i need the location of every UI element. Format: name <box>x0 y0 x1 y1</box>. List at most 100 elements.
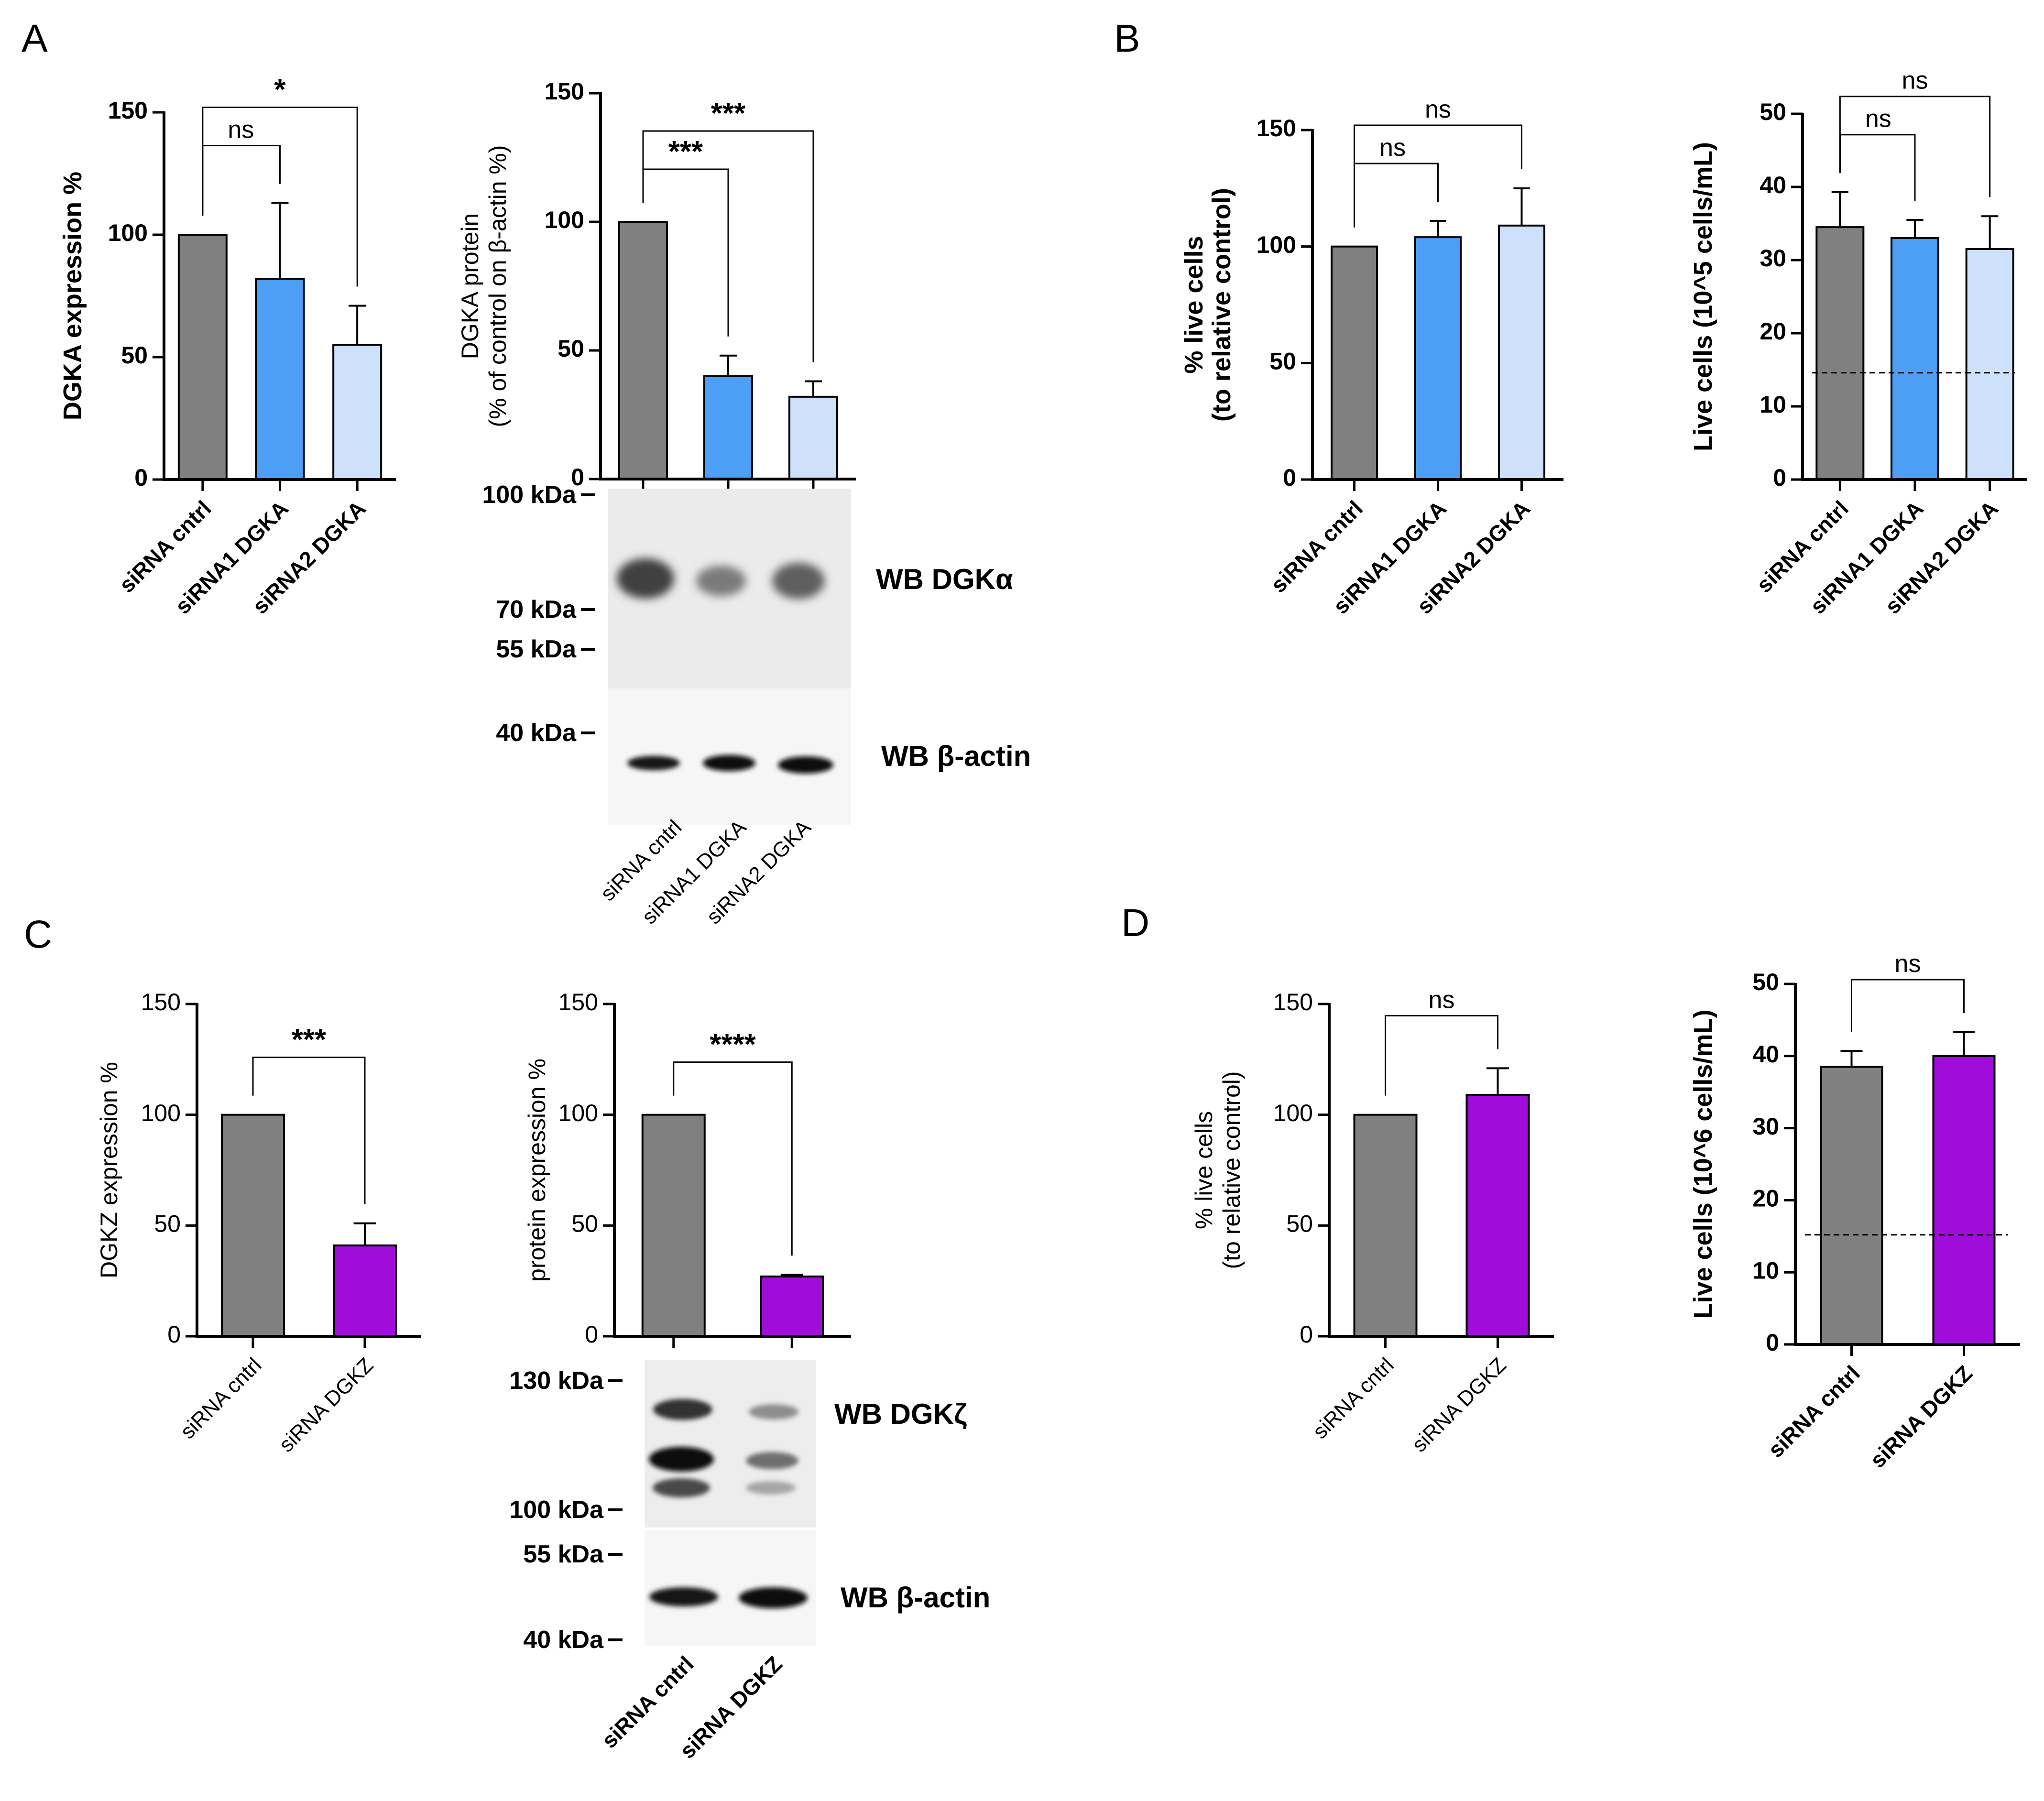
y-tick-label: 100 <box>545 207 584 233</box>
y-axis-label: % live cells(to relative control) <box>1191 1071 1245 1269</box>
y-tick-label: 100 <box>1257 231 1296 258</box>
bar-3 <box>1498 224 1545 481</box>
significance-bracket <box>202 106 358 287</box>
y-tick-label: 50 <box>154 1211 181 1237</box>
blot-c-membrane-actin <box>645 1530 816 1646</box>
bar-2 <box>1414 236 1462 480</box>
y-tick-label: 10 <box>1752 1257 1779 1284</box>
significance-bracket <box>252 1057 366 1204</box>
y-tick-label: 150 <box>1257 115 1296 142</box>
blot-c-membrane-dgkz <box>645 1360 816 1528</box>
bar-1 <box>177 234 228 480</box>
y-axis-label-line: % live cells <box>1191 1111 1217 1229</box>
y-tick-label: 50 <box>557 335 584 362</box>
significance-label: **** <box>710 1028 756 1061</box>
significance-label: ns <box>228 116 254 143</box>
y-tick-label: 0 <box>571 464 584 491</box>
band-dgkz-lower-lane2 <box>746 1481 796 1495</box>
y-tick-label: 100 <box>1273 1100 1313 1126</box>
y-axis-label: protein expression % <box>524 1059 550 1282</box>
y-tick-label: 20 <box>1760 318 1786 345</box>
bar-2 <box>255 278 305 480</box>
panel-label-a: A <box>22 17 48 60</box>
band-actin-a-lane3 <box>778 756 833 774</box>
western-blot-c: 130 kDa 100 kDa 55 kDa 40 kDa WB DGKζ WB… <box>509 1360 990 1763</box>
bar-3 <box>332 344 383 481</box>
y-tick-label: 0 <box>585 1321 598 1348</box>
y-tick-label: 40 <box>1760 172 1786 198</box>
bar-1 <box>641 1113 706 1338</box>
y-tick-label: 50 <box>121 342 148 369</box>
band-dgkz-upper-lane1 <box>653 1399 712 1420</box>
marker-55kda-a: 55 kDa <box>496 635 577 663</box>
y-axis-label: Live cells (10^5 cells/mL) <box>1689 142 1717 451</box>
y-tick-label: 0 <box>1300 1321 1313 1348</box>
y-tick-label: 150 <box>545 78 584 105</box>
marker-100kda-a: 100 kDa <box>482 481 577 509</box>
marker-130kda-c: 130 kDa <box>509 1367 604 1395</box>
y-axis-label-line: DGKA protein <box>457 213 483 360</box>
y-axis-label-line: (to relative control) <box>1218 1071 1245 1269</box>
bar-1 <box>1820 1066 1883 1345</box>
bar-1 <box>618 221 668 480</box>
significance-bracket <box>642 130 814 362</box>
band-dgkz-upper-lane2 <box>749 1404 798 1419</box>
significance-label: ns <box>1865 105 1891 133</box>
y-tick-label: 150 <box>1273 989 1313 1015</box>
bar-1 <box>1815 226 1865 480</box>
y-tick-label: 0 <box>167 1321 181 1348</box>
y-tick-label: 100 <box>108 219 148 246</box>
bar-2 <box>703 375 753 480</box>
significance-label: *** <box>668 135 703 168</box>
bar-3 <box>1965 248 2014 480</box>
panel-label-c: C <box>24 913 52 956</box>
panel-label-d: D <box>1121 901 1149 945</box>
significance-label: *** <box>292 1024 327 1057</box>
y-axis-label-line: (to relative control) <box>1207 188 1236 422</box>
y-tick-label: 50 <box>1752 969 1779 995</box>
chart-dgka-protein: 0 50 100 150 DGKA protein(% of control on β-… <box>457 78 856 491</box>
y-axis-label: DGKA protein(% of control on β-actin %) <box>457 145 511 427</box>
significance-label: ns <box>1902 67 1928 95</box>
band-dgka-lane1 <box>617 558 674 599</box>
band-actin-c-lane1 <box>649 1587 718 1606</box>
y-tick-label: 50 <box>1760 98 1786 125</box>
bar-2 <box>1465 1093 1530 1337</box>
y-tick-label: 50 <box>1269 348 1296 375</box>
blot-label-actin-c: WB β-actin <box>841 1582 990 1614</box>
significance-label: *** <box>711 97 746 130</box>
y-axis-label: % live cells(to relative control) <box>1180 188 1236 422</box>
y-axis-label: DGKA expression % <box>58 172 87 420</box>
significance-label: ns <box>1425 96 1451 123</box>
blot-label-dgka: WB DGKα <box>876 563 1013 595</box>
y-tick-label: 20 <box>1752 1185 1779 1212</box>
significance-bracket <box>673 1061 793 1256</box>
bar-2 <box>760 1275 824 1337</box>
bar-2 <box>333 1244 397 1338</box>
significance-label: ns <box>1429 986 1455 1014</box>
chart-dgkz-protein: 0 50 100 150 protein expression % **** <box>524 989 851 1348</box>
y-tick-label: 100 <box>558 1100 598 1126</box>
y-axis-label-line: (% of control on β-actin %) <box>484 145 511 427</box>
y-tick-label: 150 <box>558 989 598 1015</box>
y-tick-label: 30 <box>1752 1113 1779 1140</box>
y-axis-label: Live cells (10^6 cells/mL) <box>1689 1010 1717 1319</box>
bar-1 <box>221 1113 285 1338</box>
bar-2 <box>1891 237 1939 480</box>
band-dgka-lane3 <box>772 563 825 599</box>
bar-3 <box>788 395 838 480</box>
significance-bracket <box>1385 1015 1498 1096</box>
band-dgkz-middle-lane1 <box>649 1447 714 1472</box>
panel-label-b: B <box>1114 17 1140 60</box>
significance-bracket <box>1354 124 1522 228</box>
y-tick-label: 150 <box>141 989 181 1015</box>
y-tick-label: 40 <box>1752 1041 1779 1068</box>
y-tick-label: 0 <box>134 464 148 491</box>
y-axis-label-line: % live cells <box>1180 236 1208 373</box>
blot-label-dgkz: WB DGKζ <box>834 1398 967 1430</box>
y-tick-label: 0 <box>1766 1329 1779 1356</box>
bar-2 <box>1932 1055 1996 1346</box>
marker-70kda-a: 70 kDa <box>496 596 577 623</box>
